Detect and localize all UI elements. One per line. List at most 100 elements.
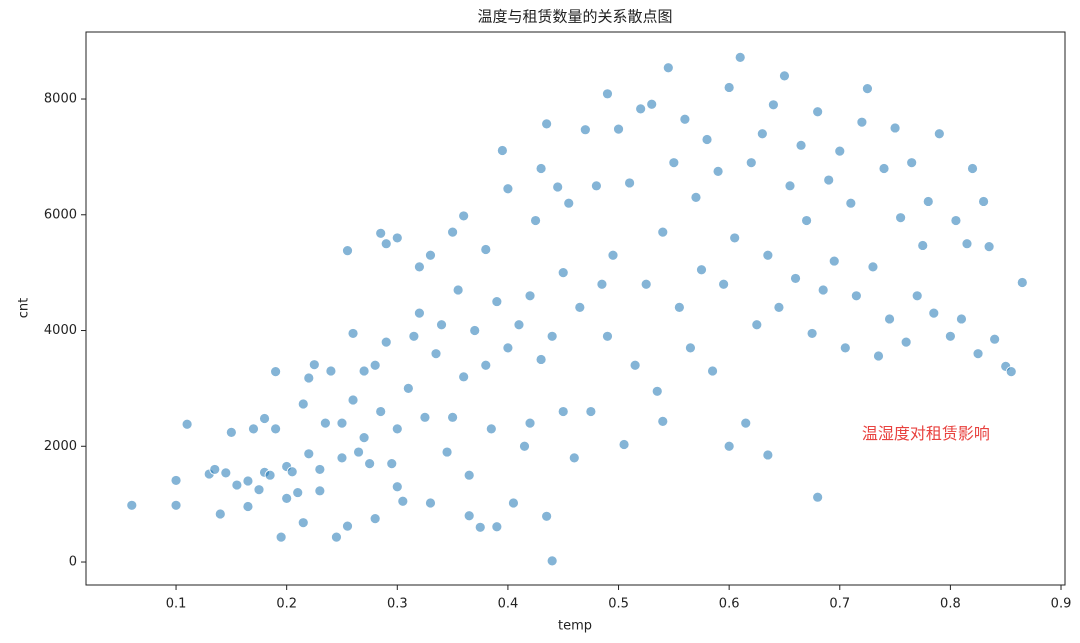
- point: [591, 180, 602, 192]
- point: [856, 116, 868, 128]
- point: [878, 163, 890, 174]
- point: [773, 301, 785, 313]
- point: [502, 183, 514, 195]
- point: [640, 278, 652, 290]
- point: [463, 510, 475, 522]
- point: [873, 350, 884, 362]
- point: [369, 359, 381, 371]
- point: [447, 226, 458, 238]
- point: [259, 413, 270, 424]
- y-tick-label: 0: [69, 555, 77, 570]
- point: [270, 423, 282, 435]
- point: [524, 290, 536, 302]
- point: [701, 134, 713, 145]
- point: [657, 226, 669, 238]
- point: [978, 196, 989, 207]
- point: [950, 215, 962, 226]
- point: [170, 475, 182, 486]
- point: [209, 464, 221, 475]
- point: [353, 446, 364, 458]
- point: [535, 163, 547, 174]
- point: [380, 238, 392, 250]
- point: [862, 83, 873, 95]
- point: [513, 319, 525, 331]
- point: [342, 520, 353, 532]
- chart-title: 温度与租赁数量的关系散点图: [477, 8, 672, 26]
- point: [425, 249, 436, 261]
- point: [596, 278, 608, 290]
- plot-frame: [85, 31, 1066, 586]
- point: [541, 510, 553, 522]
- point: [270, 366, 282, 378]
- point: [425, 497, 436, 509]
- y-tick-label: 2000: [44, 439, 77, 454]
- point: [242, 475, 254, 487]
- point: [607, 249, 619, 261]
- point: [414, 307, 425, 319]
- point: [281, 492, 293, 504]
- x-tick-label: 0.4: [498, 597, 519, 612]
- x-tick-label: 0.9: [1051, 597, 1072, 612]
- point: [347, 328, 359, 339]
- point: [884, 313, 895, 325]
- point: [452, 284, 464, 296]
- point: [242, 501, 254, 512]
- point: [745, 157, 757, 169]
- point: [618, 439, 630, 450]
- point: [729, 232, 741, 244]
- y-tick-label: 8000: [44, 92, 77, 107]
- point: [331, 531, 342, 543]
- point: [635, 103, 647, 115]
- point: [613, 123, 624, 135]
- point: [629, 359, 641, 371]
- point: [740, 417, 752, 429]
- point: [751, 319, 763, 331]
- point: [225, 426, 237, 438]
- point: [972, 348, 984, 360]
- point: [696, 264, 707, 276]
- point: [436, 319, 447, 331]
- y-axis-label: cnt: [17, 298, 32, 318]
- point: [956, 313, 967, 325]
- point: [922, 196, 934, 207]
- point: [917, 240, 929, 251]
- point: [839, 342, 851, 354]
- point: [585, 406, 597, 417]
- point: [358, 365, 370, 377]
- point: [408, 330, 420, 342]
- point: [712, 165, 724, 177]
- point: [762, 449, 774, 461]
- point: [723, 440, 735, 452]
- point: [402, 382, 414, 394]
- point: [303, 448, 315, 460]
- point: [662, 62, 674, 74]
- point: [485, 423, 497, 435]
- point: [602, 88, 613, 100]
- y-tick-label: 6000: [44, 207, 77, 222]
- point: [563, 197, 575, 209]
- point: [342, 245, 353, 257]
- point: [231, 479, 243, 491]
- point: [546, 330, 558, 342]
- point: [928, 307, 940, 319]
- point: [469, 325, 481, 336]
- point: [579, 124, 591, 136]
- point: [181, 418, 193, 430]
- point: [491, 521, 503, 533]
- point: [967, 163, 978, 174]
- point: [303, 372, 315, 384]
- point: [1005, 366, 1017, 378]
- point: [806, 328, 818, 339]
- x-tick-label: 0.2: [276, 597, 297, 612]
- point: [906, 157, 918, 169]
- point: [347, 394, 359, 406]
- point: [790, 273, 801, 284]
- point: [624, 177, 635, 189]
- point: [734, 51, 746, 63]
- point: [248, 423, 259, 435]
- point: [828, 255, 840, 267]
- point: [673, 301, 685, 313]
- point: [463, 469, 475, 481]
- point: [491, 296, 503, 307]
- point: [541, 118, 553, 130]
